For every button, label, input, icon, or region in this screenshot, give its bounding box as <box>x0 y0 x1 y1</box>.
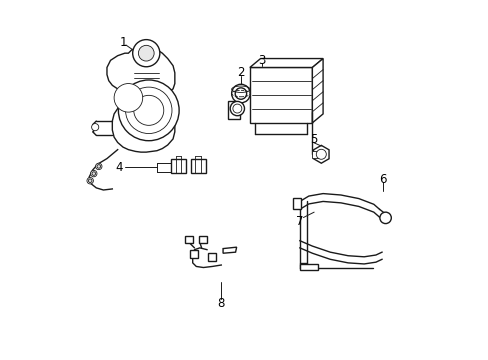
Text: 1: 1 <box>119 36 126 49</box>
Bar <box>190 159 205 173</box>
Text: 7: 7 <box>296 215 303 228</box>
Text: 3: 3 <box>258 54 265 67</box>
Circle shape <box>138 45 154 61</box>
Bar <box>228 102 240 119</box>
Bar <box>249 67 312 123</box>
Bar <box>299 264 317 270</box>
Circle shape <box>95 163 102 170</box>
Circle shape <box>132 40 160 67</box>
Circle shape <box>114 84 142 112</box>
Ellipse shape <box>232 104 242 113</box>
Bar <box>199 236 206 243</box>
Polygon shape <box>313 145 328 163</box>
Ellipse shape <box>231 84 250 103</box>
Circle shape <box>91 123 99 131</box>
Ellipse shape <box>235 88 246 99</box>
Bar <box>207 253 216 261</box>
Circle shape <box>316 149 325 159</box>
Circle shape <box>92 172 95 175</box>
Polygon shape <box>107 48 175 152</box>
Bar <box>292 198 300 208</box>
Circle shape <box>88 179 92 183</box>
Text: 6: 6 <box>379 173 386 186</box>
Circle shape <box>118 80 179 141</box>
Polygon shape <box>312 59 323 123</box>
Circle shape <box>134 95 163 125</box>
Circle shape <box>87 177 93 184</box>
Text: 5: 5 <box>310 134 317 147</box>
Text: 2: 2 <box>237 66 244 79</box>
Ellipse shape <box>230 102 244 116</box>
Bar <box>312 151 321 158</box>
Circle shape <box>90 170 97 177</box>
Polygon shape <box>223 247 236 253</box>
Bar <box>190 249 198 257</box>
Circle shape <box>97 165 101 168</box>
Bar <box>184 236 192 243</box>
Circle shape <box>379 212 390 224</box>
Bar <box>171 159 186 173</box>
Polygon shape <box>249 59 323 67</box>
Text: 4: 4 <box>115 161 122 174</box>
Text: 8: 8 <box>217 297 224 310</box>
